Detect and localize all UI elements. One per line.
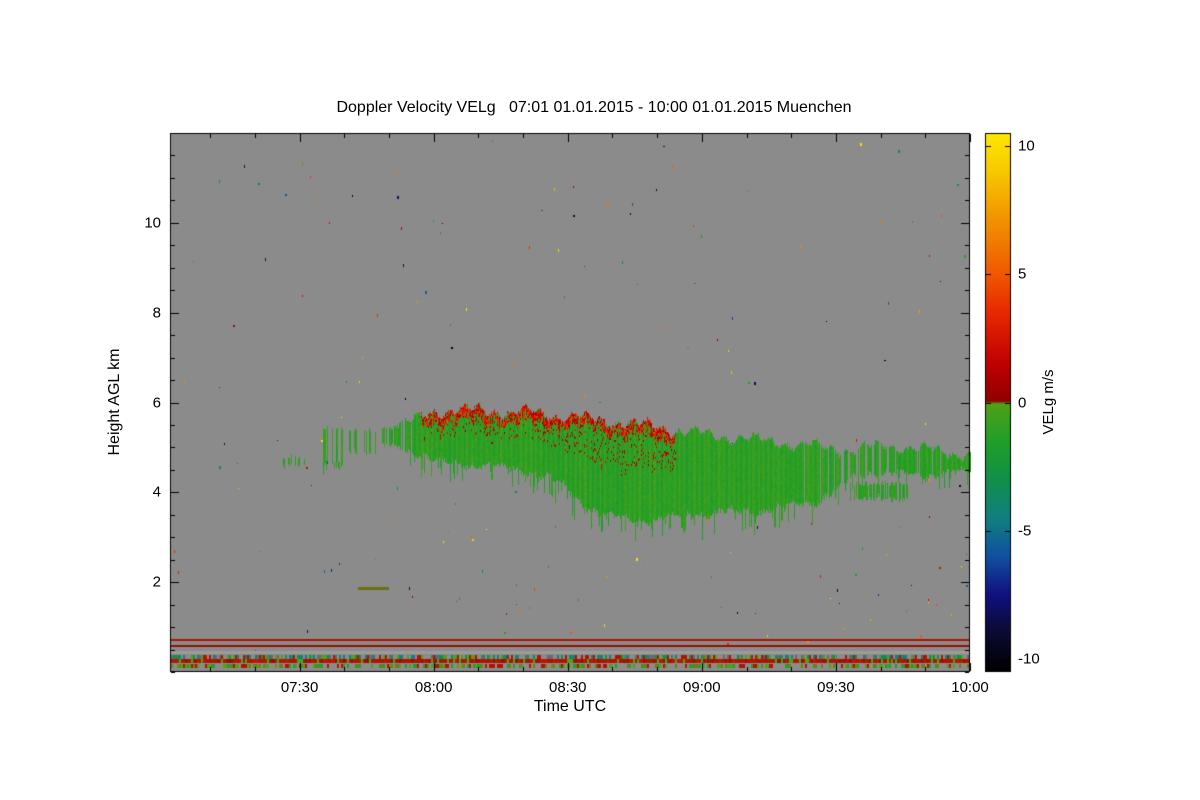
y-axis-label: Height AGL km	[106, 348, 123, 456]
x-axis-label: Time UTC	[533, 698, 607, 715]
colorbar-label: VELg m/s	[1040, 369, 1057, 435]
chart-title: Doppler Velocity VELg 07:01 01.01.2015 -…	[336, 99, 852, 116]
